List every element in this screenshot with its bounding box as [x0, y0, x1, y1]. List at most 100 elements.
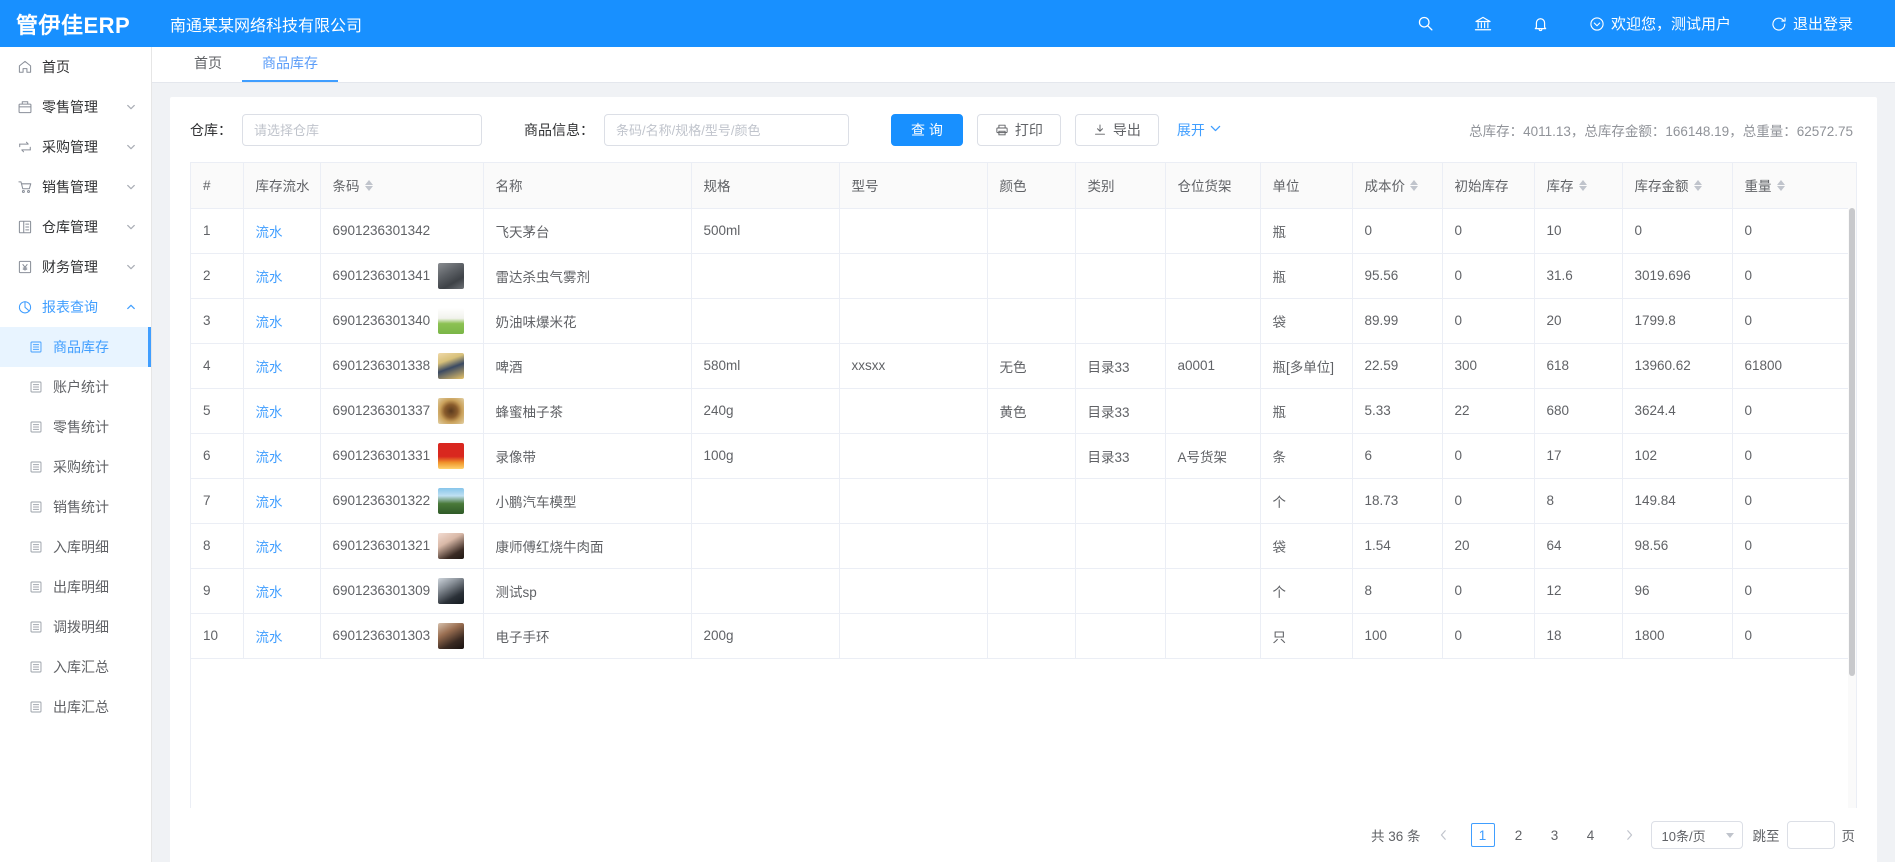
inventory-table-container[interactable]: # 库存流水 条码 名称 规格 型号 颜色 类别 仓位货架 单位 成本价	[190, 162, 1857, 808]
product-thumbnail[interactable]	[438, 397, 465, 424]
table-row[interactable]: 8 流水 6901236301321 康师傅红烧牛肉面 袋 1.54 20 64 98.56 0	[191, 523, 1856, 569]
stock-flow-link[interactable]: 流水	[255, 584, 283, 600]
cell-flow[interactable]: 流水	[243, 253, 321, 299]
col-barcode[interactable]: 条码	[320, 163, 484, 209]
tab-home[interactable]: 首页	[194, 55, 222, 71]
sidebar-sub-label: 采购统计	[53, 459, 109, 475]
sidebar-item-purchase-stats[interactable]: 采购统计	[0, 447, 151, 487]
export-button[interactable]: 导出	[1074, 114, 1159, 146]
sort-icon[interactable]	[364, 179, 373, 191]
cell-name: 康师傅红烧牛肉面	[483, 523, 692, 569]
col-stock-amount[interactable]: 库存金额	[1622, 163, 1733, 209]
table-row[interactable]: 6 流水 6901236301331 录像带 100g 目录33 A号货架条 6 0 17 102 0	[191, 433, 1856, 479]
sidebar-item-sales-stats[interactable]: 销售统计	[0, 487, 151, 527]
sidebar-item-outbound-detail[interactable]: 出库明细	[0, 567, 151, 607]
cell-flow[interactable]: 流水	[243, 343, 321, 389]
sidebar-item-inbound-summary[interactable]: 入库汇总	[0, 647, 151, 687]
cell-flow[interactable]: 流水	[243, 568, 321, 614]
table-row[interactable]: 2 流水 6901236301341 雷达杀虫气雾剂瓶 95.56 0 31.6 3019.6…	[191, 253, 1856, 299]
sidebar-item-transfer-detail[interactable]: 调拨明细	[0, 607, 151, 647]
product-thumbnail[interactable]	[438, 577, 465, 604]
stock-flow-link[interactable]: 流水	[255, 359, 283, 375]
query-button[interactable]: 查 询	[891, 114, 963, 146]
pagination-page-3[interactable]: 3	[1550, 827, 1559, 843]
cell-barcode: 6901236301303	[320, 613, 484, 659]
sidebar-item-product-inventory[interactable]: 商品库存	[0, 327, 151, 367]
sidebar-item-reports[interactable]: 报表查询	[0, 287, 151, 327]
sort-icon[interactable]	[1776, 179, 1785, 191]
page-size-select[interactable]: 10条/页	[1650, 821, 1743, 849]
stock-flow-link[interactable]: 流水	[255, 494, 283, 510]
col-weight[interactable]: 重量	[1732, 163, 1856, 209]
sidebar-item-outbound-summary[interactable]: 出库汇总	[0, 687, 151, 727]
logout-button[interactable]: 退出登录	[1751, 0, 1873, 47]
product-thumbnail[interactable]	[438, 532, 465, 559]
product-thumbnail[interactable]	[438, 262, 465, 289]
bank-button[interactable]	[1454, 0, 1512, 47]
product-thumbnail[interactable]	[438, 307, 465, 334]
cell-flow[interactable]: 流水	[243, 388, 321, 434]
product-thumbnail[interactable]	[438, 487, 465, 514]
warehouse-select-input[interactable]	[242, 114, 482, 146]
stock-flow-link[interactable]: 流水	[255, 224, 283, 240]
brand-logo[interactable]: 管伊佳ERP	[0, 8, 152, 40]
scrollbar-thumb[interactable]	[1849, 208, 1855, 676]
stock-flow-link[interactable]: 流水	[255, 314, 283, 330]
sidebar-item-inbound-detail[interactable]: 入库明细	[0, 527, 151, 567]
product-thumbnail[interactable]	[438, 442, 465, 469]
sidebar-item-warehouse[interactable]: 仓库管理	[0, 207, 151, 247]
print-button[interactable]: 打印	[976, 114, 1061, 146]
goods-search-input[interactable]	[604, 114, 849, 146]
col-name-label: 名称	[495, 179, 523, 195]
pagination-next-button[interactable]	[1619, 822, 1641, 848]
pagination-page-4[interactable]: 4	[1586, 827, 1595, 843]
company-name: 南通某某网络科技有限公司	[170, 17, 363, 35]
sidebar-item-retail-stats[interactable]: 零售统计	[0, 407, 151, 447]
sort-icon[interactable]	[1578, 179, 1587, 191]
search-button[interactable]	[1397, 0, 1454, 47]
pagination-page-1[interactable]: 1	[1470, 823, 1495, 847]
sidebar-item-account-stats[interactable]: 账户统计	[0, 367, 151, 407]
sort-icon[interactable]	[1410, 179, 1418, 191]
stock-flow-link[interactable]: 流水	[255, 449, 283, 465]
cell-flow[interactable]: 流水	[243, 433, 321, 479]
stock-flow-link[interactable]: 流水	[255, 629, 283, 645]
pagination-prev-button[interactable]	[1433, 822, 1455, 848]
product-thumbnail[interactable]	[438, 352, 465, 379]
cell-flow[interactable]: 流水	[243, 613, 321, 659]
table-row[interactable]: 7 流水 6901236301322 小鹏汽车模型个 18.73 0 8 149.84 0	[191, 478, 1856, 524]
stock-flow-link[interactable]: 流水	[255, 539, 283, 555]
cell-flow[interactable]: 流水	[243, 478, 321, 524]
pagination-page-2[interactable]: 2	[1514, 827, 1523, 843]
sidebar-item-home[interactable]: 首页	[0, 47, 151, 87]
user-welcome-button[interactable]: 欢迎您，测试用户	[1569, 0, 1751, 47]
product-thumbnail[interactable]	[438, 622, 465, 649]
table-row[interactable]: 10 流水 6901236301303 电子手环 200g 只 100 0 18 1800 0	[191, 613, 1856, 659]
sidebar-item-label: 报表查询	[42, 299, 98, 315]
table-row[interactable]: 1 流水 6901236301342 飞天茅台 500ml 瓶 0 0 10 0 0	[191, 208, 1856, 254]
stock-flow-link[interactable]: 流水	[255, 269, 283, 285]
cell-flow[interactable]: 流水	[243, 208, 321, 254]
cell-flow[interactable]: 流水	[243, 523, 321, 569]
sidebar-item-retail[interactable]: 零售管理	[0, 87, 151, 127]
stock-flow-link[interactable]: 流水	[255, 404, 283, 420]
col-stock[interactable]: 库存	[1534, 163, 1623, 209]
col-cost[interactable]: 成本价	[1352, 163, 1443, 209]
sidebar-item-purchase[interactable]: 采购管理	[0, 127, 151, 167]
table-row[interactable]: 5 流水 6901236301337 蜂蜜柚子茶 240g 黄色 目录33 瓶 5.33 22 68…	[191, 388, 1856, 434]
sort-icon[interactable]	[1693, 179, 1702, 191]
notifications-button[interactable]	[1512, 0, 1569, 47]
sidebar-item-sales[interactable]: 销售管理	[0, 167, 151, 207]
table-row[interactable]: 4 流水 6901236301338 啤酒 580ml xxsxx 无色 目录33 a0001 瓶…	[191, 343, 1856, 389]
cell-category	[1075, 478, 1166, 524]
table-vertical-scrollbar[interactable]	[1848, 208, 1856, 808]
tab-product-inventory[interactable]: 商品库存	[242, 46, 338, 82]
table-row[interactable]: 9 流水 6901236301309 测试sp 个 8 0 12 96 0	[191, 568, 1856, 614]
cell-flow[interactable]: 流水	[243, 298, 321, 344]
page-jump-input[interactable]	[1786, 821, 1835, 849]
expand-filters-link[interactable]: 展开	[1177, 120, 1222, 140]
sidebar-item-finance[interactable]: 财务管理	[0, 247, 151, 287]
table-row[interactable]: 3 流水 6901236301340 奶油味爆米花袋 89.99 0 20 1799.8 0	[191, 298, 1856, 344]
cell-cost: 1.54	[1352, 523, 1443, 569]
goods-label: 商品信息：	[524, 122, 594, 138]
